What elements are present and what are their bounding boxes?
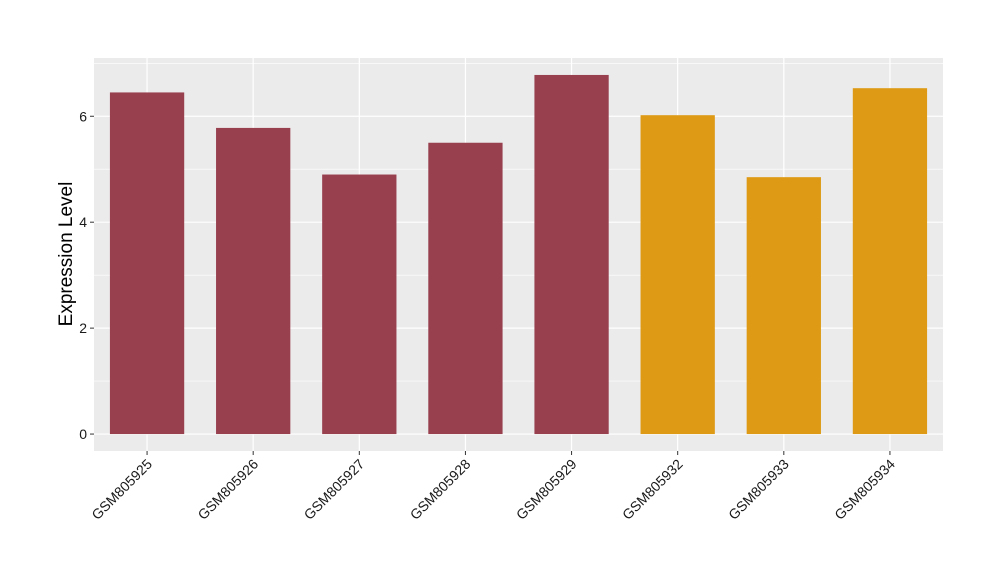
bar-GSM805928 (428, 142, 503, 435)
x-axis: GSM805925 GSM805926 GSM805927 GSM805928 GSM8… (88, 451, 898, 523)
bar-GSM805925 (109, 92, 185, 435)
x-tick-label: GSM805932 (619, 456, 686, 523)
bar-GSM805932 (640, 115, 715, 435)
y-tick-label: 2 (79, 320, 87, 336)
bar-GSM805929 (534, 74, 609, 435)
bars-group (109, 74, 928, 435)
y-tick-label: 0 (79, 426, 87, 442)
y-axis-title: Expression Level (56, 182, 77, 327)
bar-GSM805927 (322, 174, 397, 435)
y-axis: 0 2 4 6 (79, 108, 94, 442)
x-tick-label: GSM805933 (725, 456, 792, 523)
y-tick-label: 4 (79, 214, 87, 230)
bar-GSM805926 (216, 127, 291, 435)
x-tick-label: GSM805928 (407, 456, 474, 523)
x-tick-label: GSM805927 (301, 456, 368, 523)
y-tick-label: 6 (79, 108, 87, 124)
x-tick-label: GSM805925 (88, 456, 155, 523)
x-tick-label: GSM805929 (513, 456, 580, 523)
bar-GSM805933 (746, 177, 821, 435)
bar-GSM805934 (852, 88, 928, 435)
x-tick-label: GSM805934 (831, 456, 898, 523)
x-tick-label: GSM805926 (194, 456, 261, 523)
